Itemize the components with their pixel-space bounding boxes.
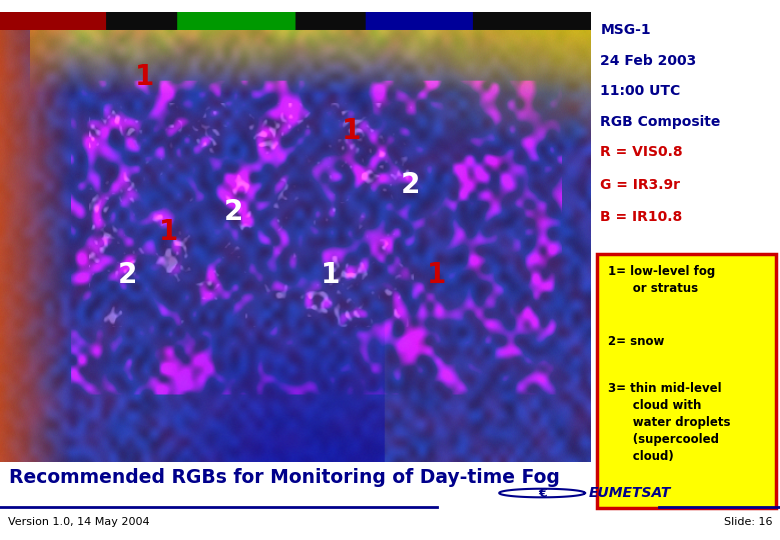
- Text: Slide: 16: Slide: 16: [724, 516, 772, 526]
- Text: 1: 1: [135, 63, 154, 91]
- Text: 2: 2: [117, 261, 136, 289]
- Text: B = IR10.8: B = IR10.8: [601, 210, 682, 224]
- Text: 1: 1: [321, 261, 340, 289]
- Text: 1: 1: [342, 117, 361, 145]
- Text: RGB Composite: RGB Composite: [601, 115, 721, 129]
- Text: €: €: [537, 487, 547, 500]
- Text: 11:00 UTC: 11:00 UTC: [601, 84, 680, 98]
- Text: 1: 1: [158, 218, 178, 246]
- Text: MSG-1: MSG-1: [601, 23, 651, 37]
- Text: 1= low-level fog
      or stratus: 1= low-level fog or stratus: [608, 265, 715, 295]
- Text: G = IR3.9r: G = IR3.9r: [601, 178, 680, 192]
- Text: EUMETSAT: EUMETSAT: [589, 486, 672, 500]
- FancyBboxPatch shape: [597, 254, 776, 508]
- Text: 2= snow: 2= snow: [608, 335, 664, 348]
- Text: R = VIS0.8: R = VIS0.8: [601, 145, 683, 159]
- Text: 3= thin mid-level
      cloud with
      water droplets
      (supercooled
     : 3= thin mid-level cloud with water dropl…: [608, 382, 730, 463]
- Text: Recommended RGBs for Monitoring of Day-time Fog: Recommended RGBs for Monitoring of Day-t…: [9, 468, 560, 487]
- Text: 1: 1: [427, 261, 447, 289]
- Text: 2: 2: [401, 171, 420, 199]
- Text: 24 Feb 2003: 24 Feb 2003: [601, 53, 697, 68]
- Text: Version 1.0, 14 May 2004: Version 1.0, 14 May 2004: [8, 516, 150, 526]
- Text: 2: 2: [224, 198, 243, 226]
